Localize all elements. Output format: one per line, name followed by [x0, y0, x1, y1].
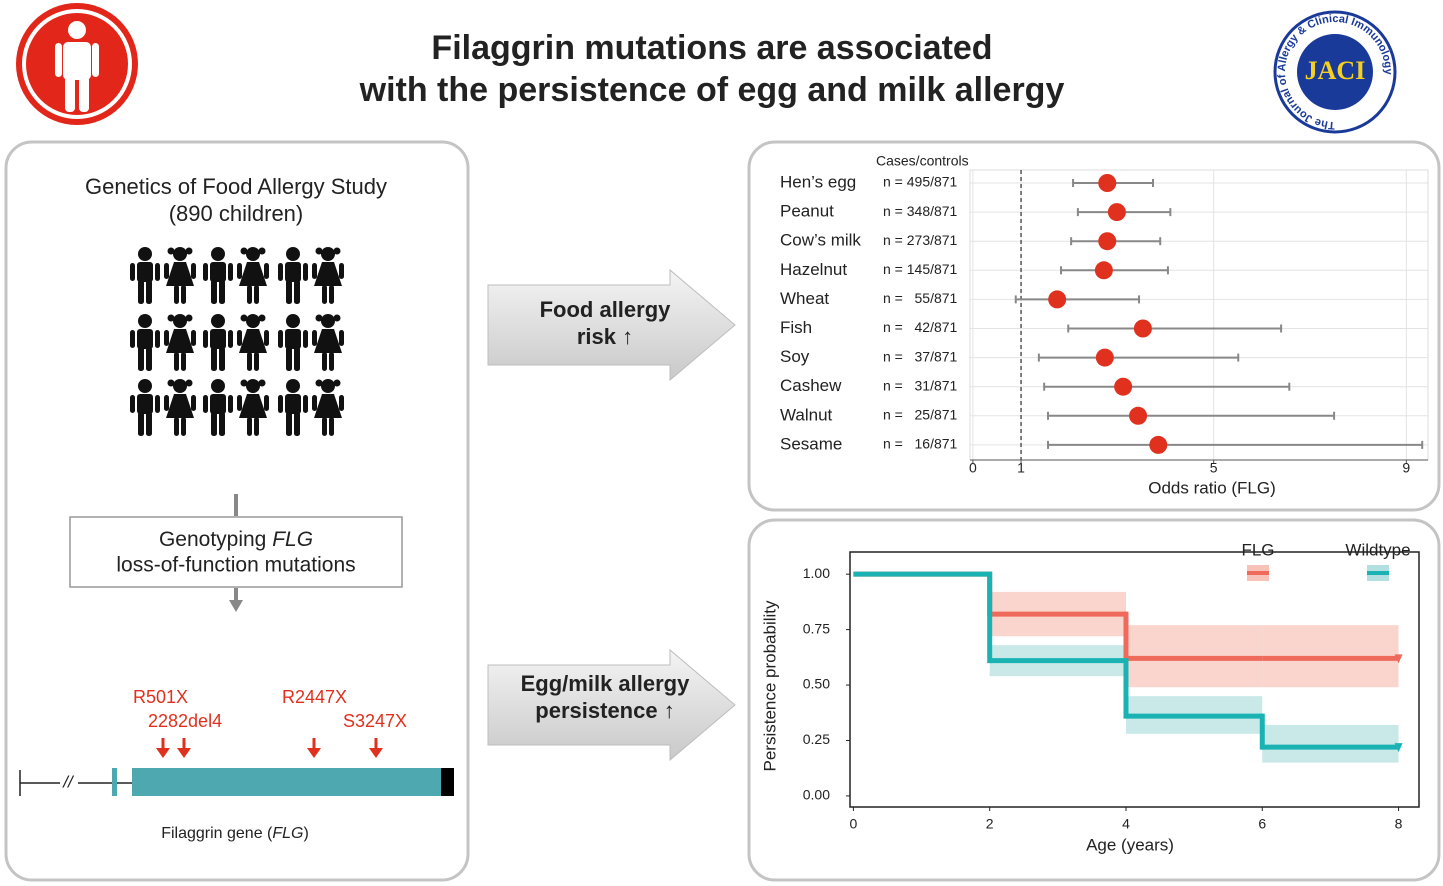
column-header: Cases/controls — [876, 153, 969, 169]
person-icon — [16, 3, 138, 125]
confidence-band — [1262, 724, 1399, 763]
x-tick-label: 0 — [850, 816, 858, 832]
mutation-label: R501X — [133, 687, 188, 707]
arrow-text: Egg/milk allergy — [521, 671, 690, 696]
y-tick-label: 1.00 — [803, 565, 830, 581]
block-arrow — [487, 648, 736, 762]
km-panel — [747, 518, 1441, 882]
gene-label-prefix: Filaggrin gene ( — [161, 825, 273, 842]
x-tick-label: 4 — [1122, 816, 1130, 832]
mutation-label: S3247X — [343, 711, 407, 731]
gene-label-suffix: ) — [303, 825, 308, 842]
odds-ratio-point — [1098, 174, 1117, 192]
category-label: Hazelnut — [780, 260, 847, 279]
gene-diagram: // — [19, 738, 454, 796]
title: Filaggrin mutations are associated — [431, 29, 992, 67]
y-tick-label: 0.50 — [803, 676, 830, 692]
category-label: Wheat — [780, 289, 829, 308]
arrow-text: Food allergy — [540, 297, 672, 322]
category-label: Sesame — [780, 434, 842, 453]
category-label: Fish — [780, 318, 812, 337]
legend-label: FLG — [1241, 540, 1274, 559]
connector-arrow — [229, 600, 243, 612]
y-tick-label: 0.00 — [803, 787, 830, 803]
odds-ratio-point — [1095, 348, 1114, 367]
x-tick-label: 6 — [1258, 816, 1266, 832]
x-tick-label: 8 — [1395, 816, 1403, 832]
n-label: n = 42/871 — [883, 319, 958, 335]
n-label: n = 16/871 — [883, 436, 958, 452]
odds-ratio-point — [1133, 319, 1152, 338]
x-tick-label: 1 — [1017, 460, 1025, 476]
category-label: Hen’s egg — [780, 172, 856, 191]
odds-ratio-point — [1094, 261, 1113, 280]
odds-ratio-point — [1107, 203, 1126, 222]
x-axis-title: Age (years) — [1086, 835, 1174, 854]
odds-ratio-point — [1098, 232, 1117, 251]
journal-logo: The Journal of Allergy & Clinical Immuno… — [1273, 10, 1397, 134]
svg-text://: // — [62, 772, 75, 791]
genotyping-prefix: Genotyping — [159, 528, 272, 551]
gene-label-gene: FLG — [272, 825, 303, 842]
plot-frame — [849, 551, 1420, 808]
odds-ratio-point — [1048, 290, 1067, 309]
n-label: n = 37/871 — [883, 348, 958, 364]
genotyping-box — [69, 516, 403, 588]
study-subtitle: (890 children) — [169, 201, 304, 226]
genotyping-text: loss-of-function mutations — [116, 554, 355, 577]
odds-ratio-point — [1129, 406, 1148, 425]
category-label: Soy — [780, 347, 810, 366]
mutation-label: R2447X — [282, 687, 347, 707]
n-label: n = 25/871 — [883, 407, 958, 423]
n-label: n = 31/871 — [883, 377, 958, 393]
forest-plot: 0 1 5 9 Cases/controls Hen’s egg n = 495/871 Pe… — [780, 153, 1429, 497]
end-point — [1394, 654, 1403, 664]
n-label: n = 348/871 — [883, 203, 958, 219]
x-tick-label: 2 — [986, 816, 994, 832]
x-tick-label: 0 — [969, 460, 977, 476]
end-point — [1394, 743, 1403, 753]
journal-logo-text: JACI — [1305, 56, 1366, 85]
study-title: Genetics of Food Allergy Study — [85, 174, 387, 199]
n-label: n = 55/871 — [883, 290, 958, 306]
title: with the persistence of egg and milk all… — [359, 71, 1065, 109]
category-label: Cow’s milk — [780, 231, 861, 250]
y-tick-label: 0.25 — [803, 731, 830, 747]
y-tick-label: 0.75 — [803, 620, 830, 636]
genotyping-text: Genotyping FLG — [159, 528, 313, 551]
plot-area — [969, 169, 1429, 461]
arrow-text: risk ↑ — [577, 324, 633, 349]
n-label: n = 495/871 — [883, 174, 958, 190]
arrow-text: persistence ↑ — [535, 698, 674, 723]
block-arrow — [487, 268, 736, 382]
category-label: Cashew — [780, 376, 842, 395]
genotyping-gene: FLG — [272, 528, 313, 551]
legend-label: Wildtype — [1345, 540, 1410, 559]
y-axis-title: Persistence probability — [760, 600, 779, 772]
n-label: n = 273/871 — [883, 232, 958, 248]
gene-label: Filaggrin gene (FLG) — [161, 825, 309, 842]
x-axis-title: Odds ratio (FLG) — [1148, 478, 1276, 497]
odds-ratio-point — [1114, 377, 1133, 396]
category-label: Walnut — [780, 405, 833, 424]
odds-ratio-point — [1149, 435, 1168, 454]
km-plot: 0.00 0.25 0.50 0.75 1.00 0 2 4 6 8 Persistence pro… — [760, 540, 1420, 854]
category-label: Peanut — [780, 202, 834, 221]
mutation-label: 2282del4 — [148, 711, 222, 731]
x-tick-label: 9 — [1402, 460, 1410, 476]
x-tick-label: 5 — [1210, 460, 1218, 476]
n-label: n = 145/871 — [883, 261, 958, 277]
